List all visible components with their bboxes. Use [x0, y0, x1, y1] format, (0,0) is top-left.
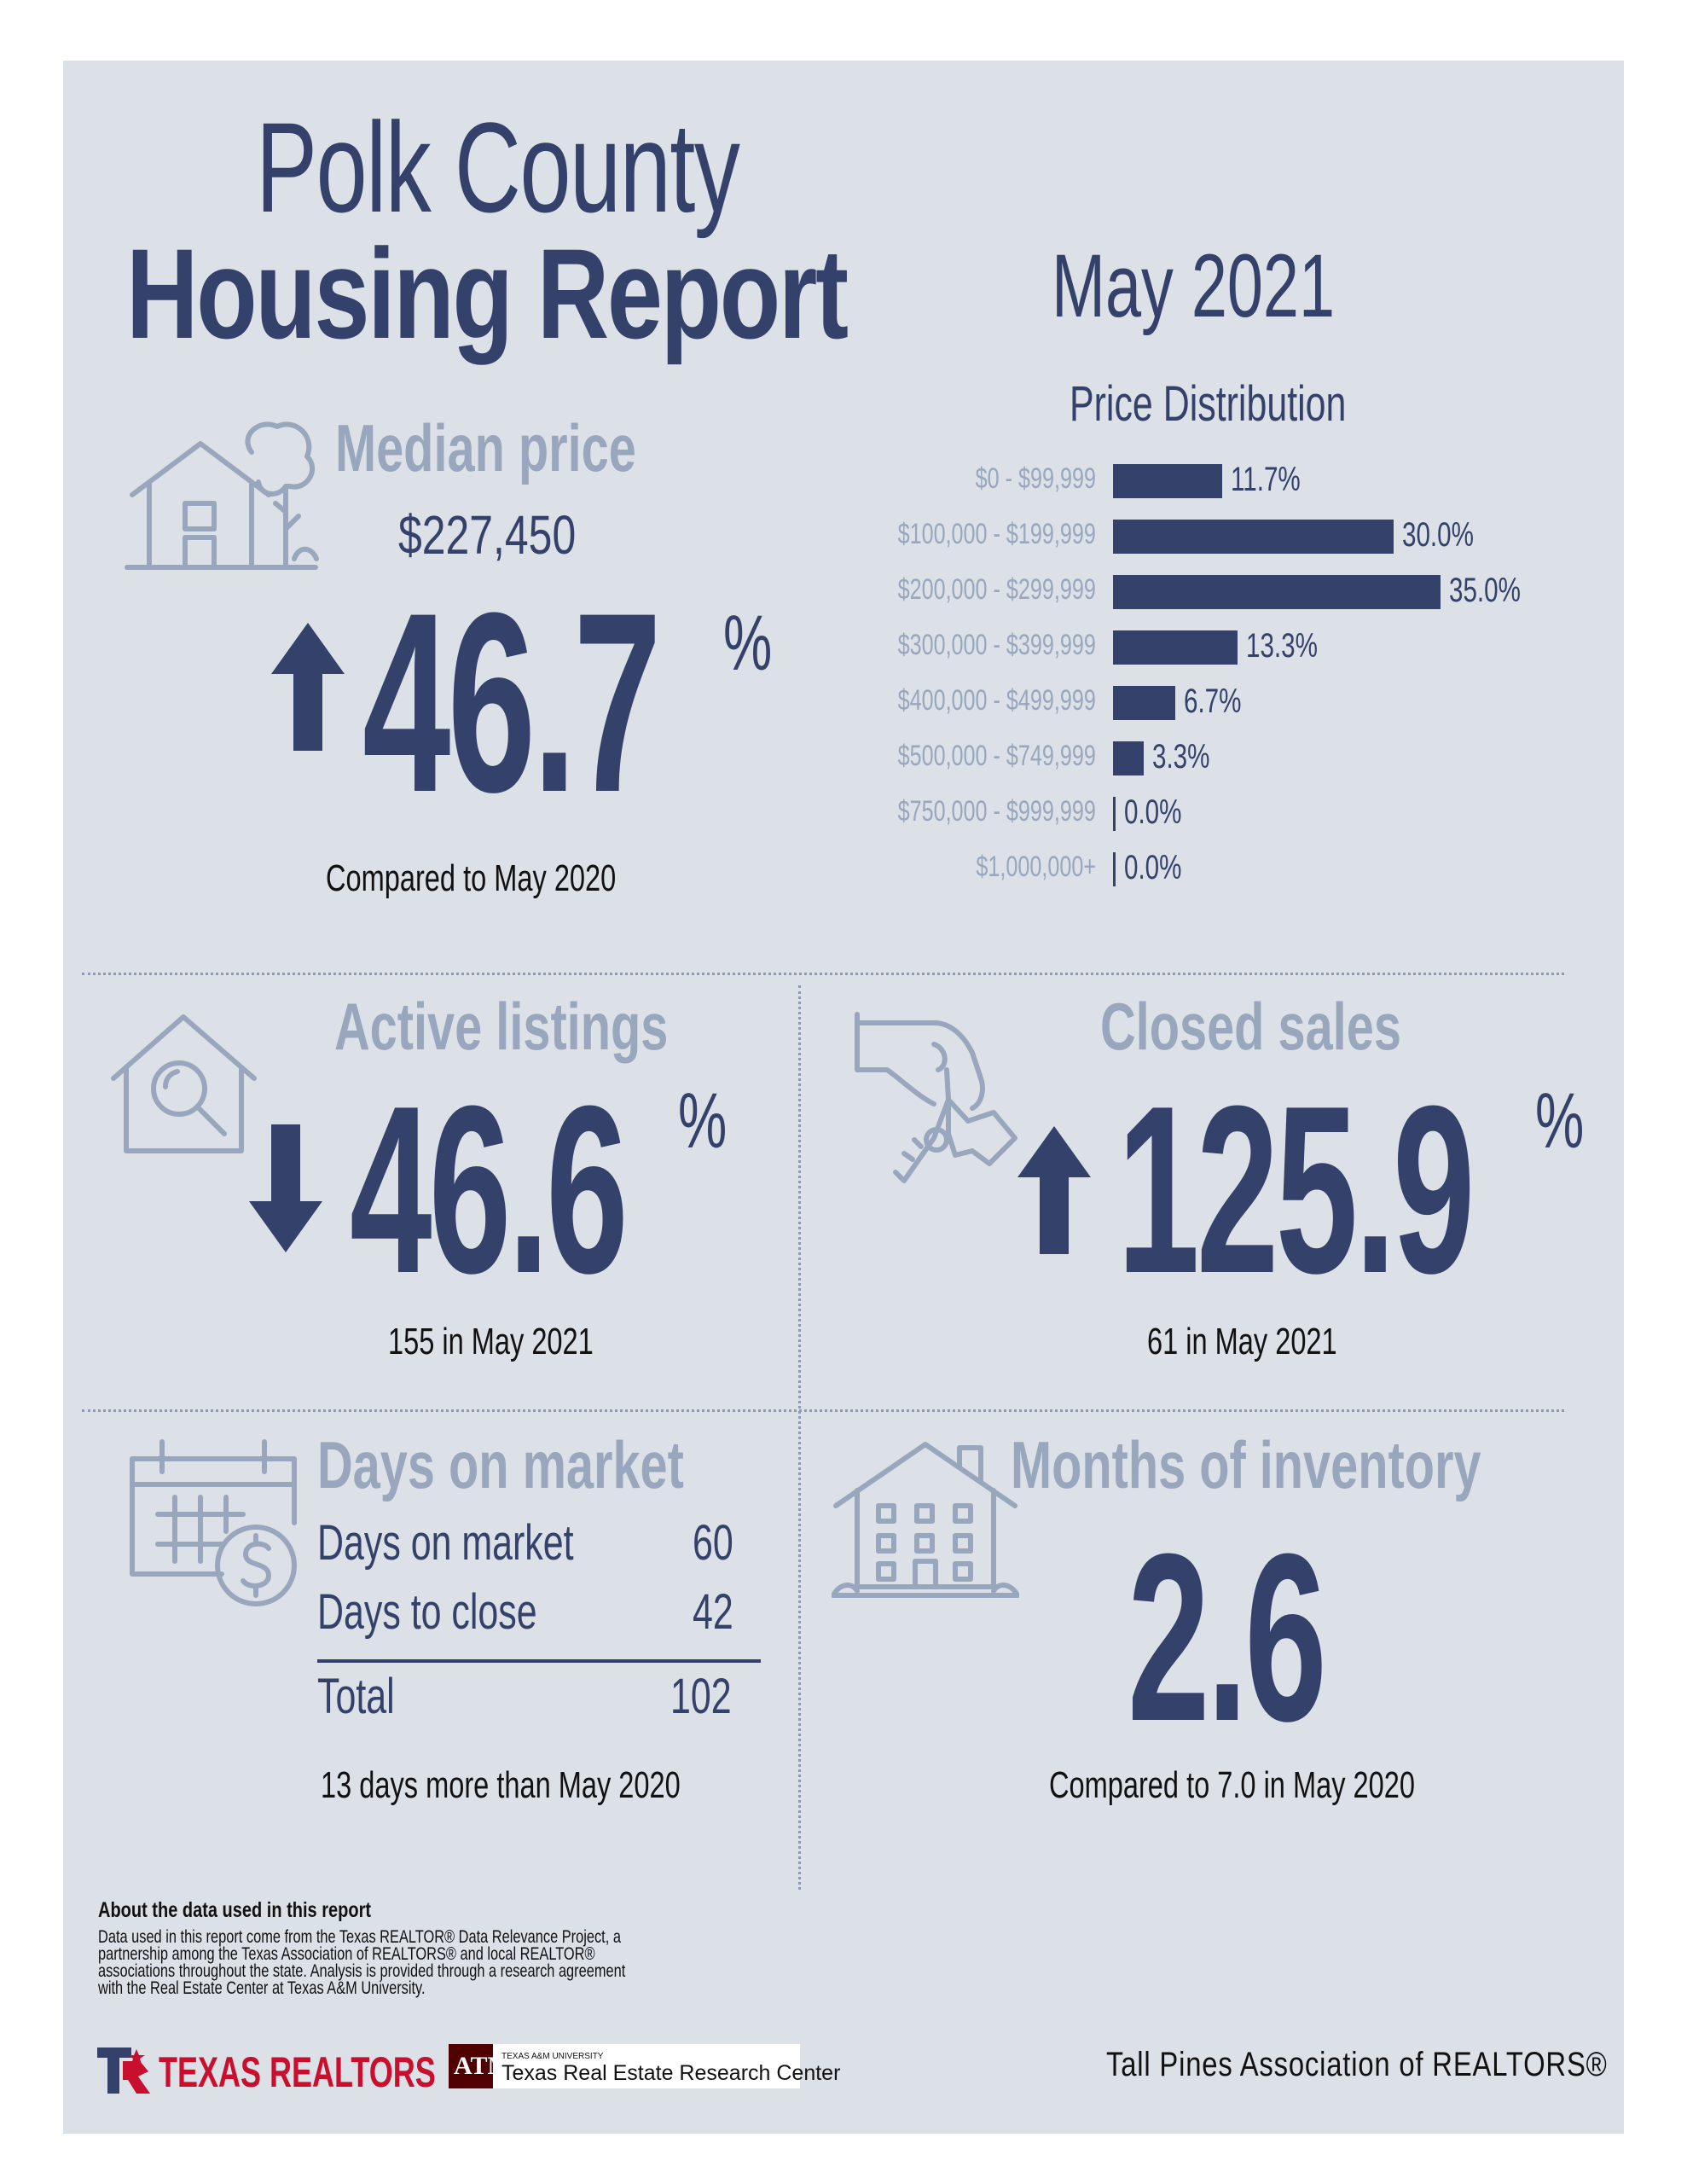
tamu-logo-mark: ATM	[449, 2044, 512, 2088]
calendar-dollar-icon	[130, 1439, 297, 1606]
price-bucket-bar	[1113, 686, 1175, 720]
closed-caption: 61 in May 2021	[1147, 1321, 1337, 1362]
price-bucket-value: 3.3%	[1152, 738, 1210, 775]
dom-caption: 13 days more than May 2020	[321, 1764, 681, 1806]
price-bucket-bar	[1113, 575, 1441, 609]
median-caption: Compared to May 2020	[326, 857, 617, 899]
apartment-building-icon	[832, 1442, 1019, 1598]
texas-realtors-logo-text: TEXAS REALTORS	[159, 2048, 436, 2096]
dom-total-value: 102	[670, 1669, 732, 1724]
arrow-down-icon	[249, 1124, 322, 1252]
title-line-1: Polk County	[256, 96, 740, 239]
dom-row-days-on-market: Days on market	[317, 1515, 574, 1571]
months-inventory-label: Months of inventory	[1011, 1427, 1481, 1502]
closed-change-number: 125.9	[1117, 1057, 1475, 1323]
tamu-small-text: TEXAS A&M UNIVERSITY	[501, 2052, 604, 2061]
association-name: Tall Pines Association of REALTORS®	[1106, 2046, 1608, 2083]
price-bucket-label: $200,000 - $299,999	[897, 573, 1096, 606]
price-bucket-bar	[1113, 630, 1238, 665]
price-bucket-value: 11.7%	[1231, 461, 1301, 498]
price-bucket-label: $1,000,000+	[976, 851, 1096, 883]
about-data-title: About the data used in this report	[98, 1898, 372, 1922]
price-bucket-bar	[1113, 741, 1144, 775]
price-bucket-label: $300,000 - $399,999	[897, 629, 1096, 661]
arrow-up-icon	[1017, 1126, 1091, 1254]
price-distribution-title: Price Distribution	[1070, 376, 1347, 432]
months-inventory-value: 2.6	[1128, 1505, 1327, 1771]
median-price-value: $227,450	[398, 504, 577, 566]
days-on-market-label: Days on market	[317, 1427, 684, 1502]
price-bucket-label: $750,000 - $999,999	[897, 795, 1096, 828]
price-bucket-label: $500,000 - $749,999	[897, 740, 1096, 772]
price-bucket-label: $100,000 - $199,999	[897, 518, 1096, 550]
price-bucket-label: $400,000 - $499,999	[897, 684, 1096, 717]
divider-horizontal-2	[82, 1409, 1564, 1412]
price-bucket-bar	[1113, 797, 1116, 831]
dom-total-label: Total	[317, 1669, 395, 1724]
active-change-percent: %	[678, 1077, 728, 1165]
divider-horizontal-1	[82, 973, 1564, 975]
median-change-percent: %	[723, 600, 773, 687]
dom-row-days-on-market-value: 60	[693, 1515, 733, 1571]
price-bucket-value: 13.3%	[1246, 627, 1318, 665]
dom-row-days-to-close: Days to close	[317, 1584, 537, 1640]
tamu-center-text: Texas Real Estate Research Center	[501, 2061, 841, 2085]
price-bucket-label: $0 - $99,999	[975, 462, 1096, 495]
median-price-label: Median price	[335, 410, 636, 485]
title-line-2: Housing Report	[126, 222, 849, 365]
closed-sales-label: Closed sales	[1100, 989, 1401, 1064]
price-bucket-bar	[1113, 852, 1116, 886]
price-bucket-bar	[1113, 464, 1222, 498]
active-listings-label: Active listings	[334, 989, 669, 1064]
price-bucket-value: 30.0%	[1402, 516, 1474, 554]
price-bucket-value: 35.0%	[1449, 572, 1521, 609]
price-bucket-value: 6.7%	[1184, 682, 1242, 720]
dom-total-rule	[317, 1659, 761, 1663]
dom-row-days-to-close-value: 42	[693, 1584, 733, 1640]
median-change-number: 46.7	[362, 559, 662, 845]
price-bucket-bar	[1113, 520, 1394, 554]
report-panel	[63, 61, 1624, 2134]
price-bucket-value: 0.0%	[1124, 793, 1182, 831]
price-bucket-value: 0.0%	[1124, 849, 1182, 886]
hand-keys-icon	[855, 1012, 1017, 1183]
active-change-number: 46.6	[350, 1057, 629, 1323]
arrow-up-icon	[271, 623, 345, 751]
active-caption: 155 in May 2021	[388, 1321, 594, 1362]
about-data-text: Data used in this report come from the T…	[98, 1927, 626, 1998]
tamu-logo-box	[493, 2044, 800, 2088]
report-date: May 2021	[1052, 236, 1336, 336]
house-search-icon	[111, 1014, 257, 1153]
months-inventory-caption: Compared to 7.0 in May 2020	[1049, 1764, 1415, 1806]
house-tree-icon	[125, 421, 319, 570]
divider-vertical	[798, 985, 801, 1890]
texas-realtors-logo-icon	[97, 2048, 150, 2094]
closed-change-percent: %	[1535, 1077, 1585, 1165]
